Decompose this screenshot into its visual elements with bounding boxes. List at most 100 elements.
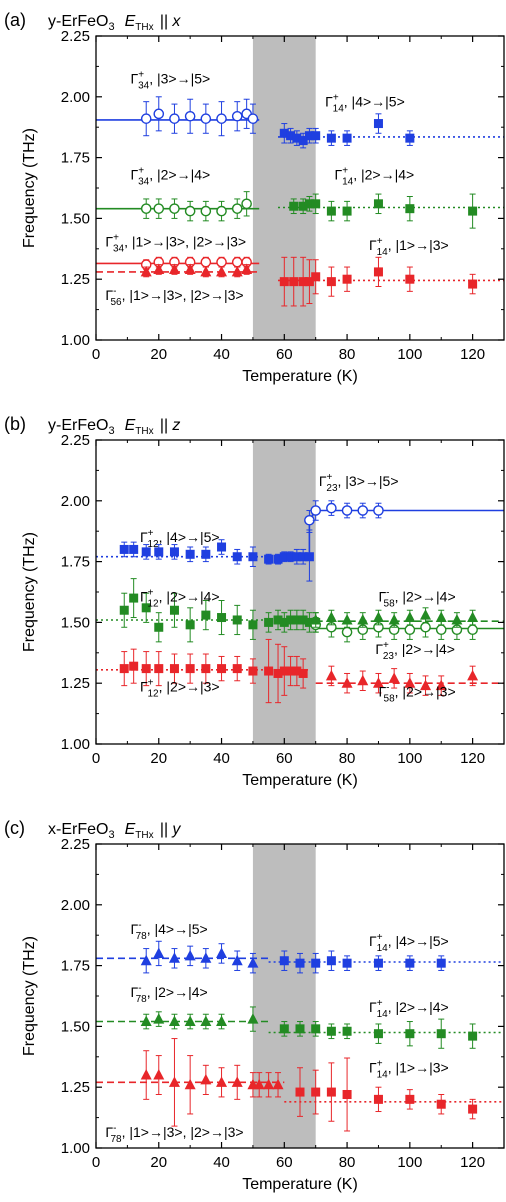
data-point bbox=[231, 265, 243, 277]
annotation-gamma: Γ bbox=[131, 70, 139, 86]
data-point bbox=[342, 206, 352, 216]
data-point bbox=[373, 1094, 383, 1104]
data-point bbox=[185, 664, 195, 674]
annotation-sup: - bbox=[386, 588, 389, 599]
data-point bbox=[248, 552, 258, 562]
data-point bbox=[326, 956, 336, 966]
title-field: E bbox=[125, 821, 136, 838]
data-point bbox=[140, 1015, 152, 1027]
annotation-sub: 23 bbox=[383, 651, 395, 662]
data-point bbox=[325, 669, 337, 681]
data-point bbox=[373, 1029, 383, 1039]
annotation-label: Γ-58, |2>→|3> bbox=[378, 683, 455, 705]
data-point bbox=[311, 131, 321, 141]
annotation-sup: + bbox=[377, 236, 383, 247]
data-point bbox=[404, 624, 416, 635]
data-point bbox=[311, 1087, 321, 1097]
data-point bbox=[129, 544, 139, 554]
annotation-gamma: Γ bbox=[369, 237, 377, 253]
y-tick-label: 1.50 bbox=[61, 614, 90, 631]
series-red-triangle-5 bbox=[140, 263, 253, 278]
data-point bbox=[311, 958, 321, 968]
annotation-sup: + bbox=[333, 93, 339, 104]
data-point bbox=[405, 1094, 415, 1104]
y-tick-label: 2.25 bbox=[61, 836, 90, 853]
data-point bbox=[373, 267, 383, 277]
y-tick-label: 1.75 bbox=[61, 958, 90, 975]
data-point bbox=[292, 615, 302, 625]
data-point bbox=[119, 605, 129, 615]
data-point bbox=[232, 552, 242, 562]
data-point bbox=[119, 544, 129, 554]
x-tick-label: 120 bbox=[460, 1154, 485, 1171]
series-blue-circle-open-0 bbox=[140, 96, 259, 137]
data-point bbox=[200, 256, 212, 268]
annotation-sub: 12 bbox=[148, 689, 160, 700]
annotation-label: Γ-78, |4>→|5> bbox=[131, 920, 208, 942]
annotation-sub: 34 bbox=[138, 80, 150, 91]
annotation-label: Γ-78, |1>→|3>, |2>→|3> bbox=[105, 1123, 243, 1145]
x-axis-label: Temperature (K) bbox=[242, 1176, 358, 1193]
data-point bbox=[169, 605, 179, 615]
annotation-gamma: Γ bbox=[140, 679, 148, 695]
annotation-gamma: Γ bbox=[335, 166, 343, 182]
annotation-sub: 14 bbox=[377, 1070, 389, 1081]
annotation-label: Γ+ 12, |2>→|3> bbox=[140, 678, 220, 700]
data-point bbox=[341, 677, 353, 688]
data-point bbox=[264, 666, 274, 676]
annotation-text: , |1>→|3>, |2>→|3> bbox=[124, 233, 246, 249]
data-point bbox=[451, 613, 463, 625]
y-tick-label: 1.25 bbox=[61, 675, 90, 692]
y-tick-label: 1.75 bbox=[61, 554, 90, 571]
annotation-label: Γ+ 14, |4>→|5> bbox=[369, 932, 449, 954]
data-point bbox=[141, 664, 151, 674]
series-blue-square-0 bbox=[119, 531, 314, 582]
data-point bbox=[279, 128, 289, 138]
data-point bbox=[372, 611, 384, 623]
data-point bbox=[326, 502, 337, 514]
data-point bbox=[286, 615, 296, 625]
data-point bbox=[357, 674, 369, 686]
data-point bbox=[286, 552, 296, 562]
data-point bbox=[279, 956, 289, 966]
data-point bbox=[248, 666, 258, 676]
data-point bbox=[200, 205, 212, 217]
data-point bbox=[292, 552, 302, 562]
data-point bbox=[468, 279, 478, 289]
data-point bbox=[436, 1029, 446, 1039]
data-point bbox=[279, 617, 289, 627]
data-point bbox=[217, 664, 227, 674]
data-point bbox=[273, 668, 283, 678]
data-point bbox=[342, 133, 352, 143]
data-point bbox=[153, 263, 165, 274]
chart-panel-1: 0 20 40 60 80 100 120 1.00 1.25 1.50 1.75 2.00 2.25 T… bbox=[4, 414, 505, 789]
data-point bbox=[467, 624, 478, 635]
series-blue-square-1 bbox=[279, 113, 415, 149]
data-point bbox=[279, 277, 289, 287]
data-point bbox=[373, 119, 383, 129]
data-point bbox=[264, 554, 274, 564]
shaded-region bbox=[252, 440, 316, 744]
annotation-sub: 12 bbox=[148, 599, 160, 610]
annotation-sub: 14 bbox=[377, 943, 389, 954]
data-point bbox=[373, 958, 383, 968]
y-tick-label: 2.00 bbox=[61, 89, 90, 106]
annotation-gamma: Γ bbox=[369, 1060, 377, 1076]
data-point bbox=[298, 136, 308, 146]
data-point bbox=[435, 611, 447, 623]
data-point bbox=[298, 552, 308, 562]
data-point bbox=[388, 672, 400, 683]
data-point bbox=[201, 664, 211, 674]
chart-panel-0: 0 20 40 60 80 100 120 1.00 1.25 1.50 1.75 2.00 2.25 T… bbox=[4, 10, 505, 385]
data-point bbox=[140, 265, 152, 277]
y-tick-label: 1.75 bbox=[61, 150, 90, 167]
data-point bbox=[468, 206, 478, 216]
series-green-square-3 bbox=[279, 1018, 478, 1049]
data-point bbox=[272, 1078, 284, 1090]
data-point bbox=[154, 547, 164, 557]
x-tick-label: 20 bbox=[150, 1154, 167, 1171]
data-point bbox=[467, 669, 479, 681]
data-point bbox=[295, 1024, 305, 1034]
annotation-sub: 78 bbox=[110, 1134, 122, 1145]
